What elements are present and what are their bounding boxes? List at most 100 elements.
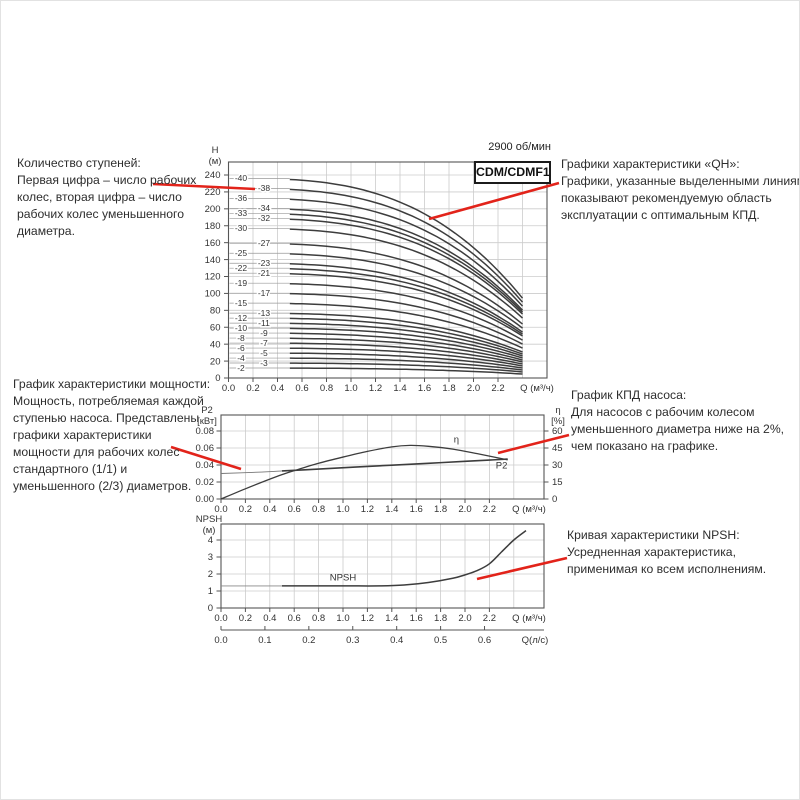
annotation-efficiency: График КПД насоса: Для насосов с рабочим… bbox=[571, 388, 785, 453]
svg-text:-27: -27 bbox=[258, 238, 271, 248]
svg-text:[кВт]: [кВт] bbox=[197, 416, 217, 427]
svg-text:-32: -32 bbox=[258, 213, 271, 223]
annotation-npsh: Кривая характеристики NPSH: Усредненная … bbox=[567, 528, 767, 576]
svg-text:-33: -33 bbox=[235, 208, 248, 218]
svg-text:0.3: 0.3 bbox=[346, 635, 359, 646]
svg-text:0.6: 0.6 bbox=[288, 613, 301, 624]
svg-text:20: 20 bbox=[210, 356, 221, 367]
annotation-stages: Количество ступеней: Первая цифра – числ… bbox=[17, 156, 197, 238]
svg-text:-30: -30 bbox=[235, 223, 248, 233]
svg-text:1.0: 1.0 bbox=[344, 383, 357, 394]
svg-text:160: 160 bbox=[205, 238, 221, 249]
svg-text:0.0: 0.0 bbox=[222, 383, 235, 394]
svg-text:1.0: 1.0 bbox=[336, 613, 349, 624]
svg-text:0.4: 0.4 bbox=[263, 613, 276, 624]
svg-text:1.0: 1.0 bbox=[336, 504, 349, 515]
svg-text:-40: -40 bbox=[235, 173, 248, 183]
svg-text:1.2: 1.2 bbox=[361, 504, 374, 515]
svg-text:120: 120 bbox=[205, 272, 221, 283]
svg-text:0.06: 0.06 bbox=[196, 443, 215, 454]
svg-text:2.2: 2.2 bbox=[483, 613, 496, 624]
svg-text:220: 220 bbox=[205, 187, 221, 198]
svg-text:-36: -36 bbox=[235, 193, 248, 203]
svg-text:-15: -15 bbox=[235, 298, 248, 308]
svg-text:-25: -25 bbox=[235, 248, 248, 258]
svg-text:0: 0 bbox=[552, 494, 557, 505]
svg-text:0.0: 0.0 bbox=[214, 504, 227, 515]
svg-text:NPSH: NPSH bbox=[330, 572, 357, 583]
svg-text:0.0: 0.0 bbox=[214, 635, 227, 646]
svg-text:-22: -22 bbox=[235, 263, 248, 273]
svg-text:1.4: 1.4 bbox=[385, 504, 398, 515]
svg-text:0: 0 bbox=[208, 603, 213, 614]
svg-text:60: 60 bbox=[552, 426, 563, 437]
svg-text:200: 200 bbox=[205, 204, 221, 215]
svg-text:0.6: 0.6 bbox=[295, 383, 308, 394]
qh-chart: 0 20 40 60 80 100 120 140 160 180 200 220 240 0.0 0.2 0… bbox=[205, 145, 554, 394]
svg-text:2: 2 bbox=[208, 569, 213, 580]
svg-text:0.4: 0.4 bbox=[263, 504, 276, 515]
svg-text:0.2: 0.2 bbox=[302, 635, 315, 646]
svg-text:0.00: 0.00 bbox=[196, 494, 215, 505]
svg-text:2.0: 2.0 bbox=[458, 504, 471, 515]
svg-text:2.0: 2.0 bbox=[458, 613, 471, 624]
svg-text:0.2: 0.2 bbox=[246, 383, 259, 394]
svg-text:0.08: 0.08 bbox=[196, 426, 215, 437]
speed-label: 2900 об/мин bbox=[488, 141, 551, 153]
svg-text:0.1: 0.1 bbox=[258, 635, 271, 646]
svg-text:1.4: 1.4 bbox=[385, 613, 398, 624]
svg-text:1.2: 1.2 bbox=[369, 383, 382, 394]
annotation-power: График характеристики мощности: Мощность… bbox=[13, 377, 211, 493]
svg-text:η: η bbox=[555, 405, 560, 416]
svg-text:0.5: 0.5 bbox=[434, 635, 447, 646]
svg-text:-38: -38 bbox=[258, 183, 271, 193]
svg-text:P2: P2 bbox=[201, 405, 213, 416]
svg-text:Q (м³/ч): Q (м³/ч) bbox=[520, 383, 554, 394]
svg-text:-7: -7 bbox=[260, 338, 268, 348]
svg-text:0.0: 0.0 bbox=[214, 613, 227, 624]
svg-text:4: 4 bbox=[208, 535, 213, 546]
svg-text:-10: -10 bbox=[235, 323, 248, 333]
pump-model-badge: CDM/CDMF1 bbox=[474, 161, 551, 184]
svg-text:(м): (м) bbox=[209, 156, 222, 167]
svg-text:0.4: 0.4 bbox=[271, 383, 284, 394]
svg-text:(м): (м) bbox=[203, 525, 216, 536]
svg-text:-6: -6 bbox=[237, 343, 245, 353]
svg-text:-8: -8 bbox=[237, 333, 245, 343]
svg-text:2.2: 2.2 bbox=[491, 383, 504, 394]
svg-text:45: 45 bbox=[552, 443, 563, 454]
svg-text:Q (м³/ч): Q (м³/ч) bbox=[512, 504, 546, 515]
svg-text:140: 140 bbox=[205, 255, 221, 266]
svg-text:-19: -19 bbox=[235, 278, 248, 288]
svg-text:-5: -5 bbox=[260, 348, 268, 358]
svg-text:-11: -11 bbox=[258, 318, 270, 328]
svg-text:-23: -23 bbox=[258, 258, 271, 268]
svg-text:-17: -17 bbox=[258, 288, 271, 298]
svg-text:1.6: 1.6 bbox=[410, 504, 423, 515]
annotation-qh: Графики характеристики «QH»: Графики, ук… bbox=[561, 157, 799, 222]
svg-text:NPSH: NPSH bbox=[196, 514, 223, 525]
svg-text:0.2: 0.2 bbox=[239, 613, 252, 624]
svg-text:Q (м³/ч): Q (м³/ч) bbox=[512, 613, 546, 624]
svg-text:1.8: 1.8 bbox=[434, 613, 447, 624]
svg-text:180: 180 bbox=[205, 221, 221, 232]
svg-text:0.8: 0.8 bbox=[320, 383, 333, 394]
svg-text:1.8: 1.8 bbox=[434, 504, 447, 515]
svg-text:-9: -9 bbox=[260, 328, 268, 338]
svg-text:1.8: 1.8 bbox=[442, 383, 455, 394]
svg-text:-13: -13 bbox=[258, 308, 271, 318]
svg-text:1: 1 bbox=[208, 586, 213, 597]
svg-text:-34: -34 bbox=[258, 203, 271, 213]
svg-text:-21: -21 bbox=[258, 268, 271, 278]
svg-text:100: 100 bbox=[205, 289, 221, 300]
svg-text:60: 60 bbox=[210, 322, 221, 333]
svg-text:-4: -4 bbox=[237, 353, 245, 363]
svg-text:H: H bbox=[212, 145, 219, 156]
svg-text:η: η bbox=[454, 434, 459, 445]
svg-text:2.2: 2.2 bbox=[483, 504, 496, 515]
svg-text:0.6: 0.6 bbox=[288, 504, 301, 515]
svg-text:[%]: [%] bbox=[551, 416, 565, 427]
svg-text:Q(л/с): Q(л/с) bbox=[522, 635, 549, 646]
